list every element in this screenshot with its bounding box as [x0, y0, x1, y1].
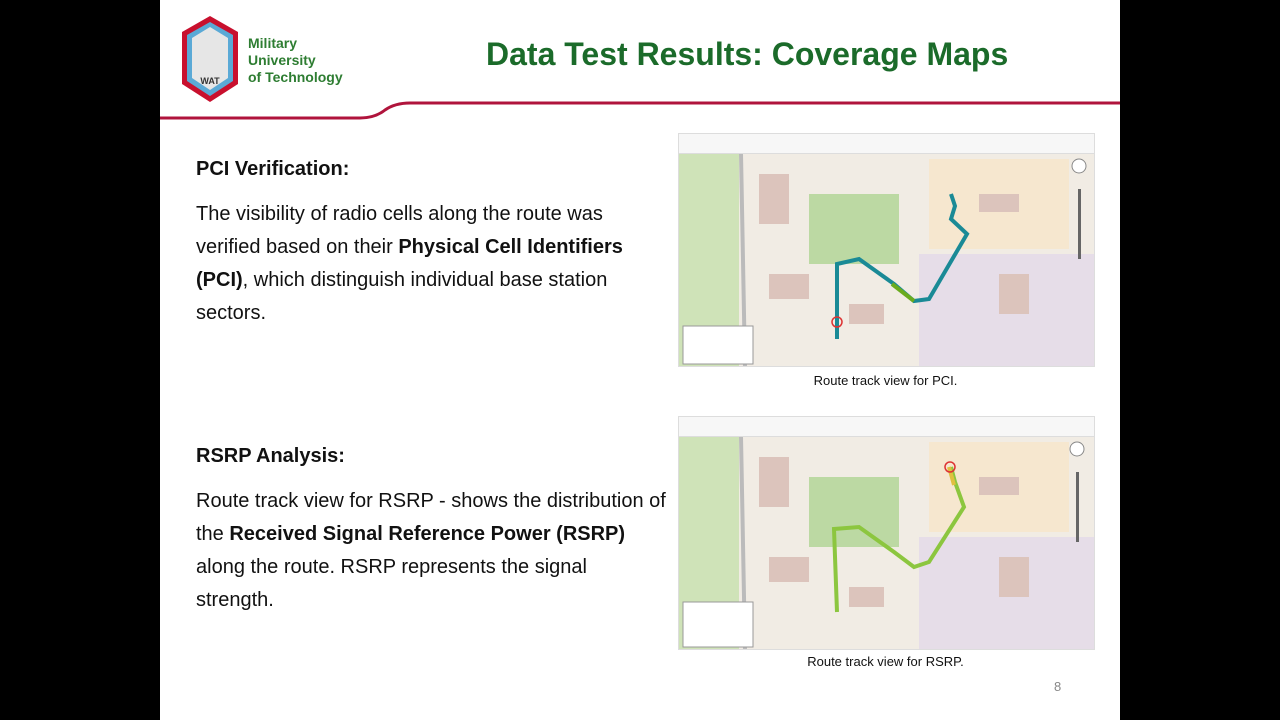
university-emblem-icon: WAT	[182, 16, 238, 102]
pci-description: The visibility of radio cells along the …	[196, 203, 623, 324]
map-canvas	[679, 153, 1094, 366]
rsrp-route-map	[678, 416, 1095, 650]
logo-line: University	[248, 52, 316, 68]
header-divider	[160, 101, 1120, 120]
page-number: 8	[1054, 679, 1062, 694]
slide: WAT Military University of Technology Da…	[160, 0, 1120, 720]
pci-route-map	[678, 133, 1095, 367]
logo-line: of Technology	[248, 69, 343, 85]
rsrp-description: Route track view for RSRP - shows the di…	[196, 490, 666, 611]
rsrp-heading: RSRP Analysis:	[196, 445, 345, 467]
pci-heading: PCI Verification:	[196, 158, 350, 180]
page-title: Data Test Results: Coverage Maps	[486, 36, 1009, 72]
map-toolbar	[679, 417, 1094, 437]
pci-map-caption: Route track view for PCI.	[813, 373, 958, 388]
university-name: Military University of Technology	[248, 35, 343, 86]
svg-text:WAT: WAT	[200, 76, 220, 86]
logo-line: Military	[248, 35, 298, 51]
map-canvas	[679, 436, 1094, 649]
rsrp-map-caption: Route track view for RSRP.	[807, 654, 964, 669]
map-toolbar	[679, 134, 1094, 154]
